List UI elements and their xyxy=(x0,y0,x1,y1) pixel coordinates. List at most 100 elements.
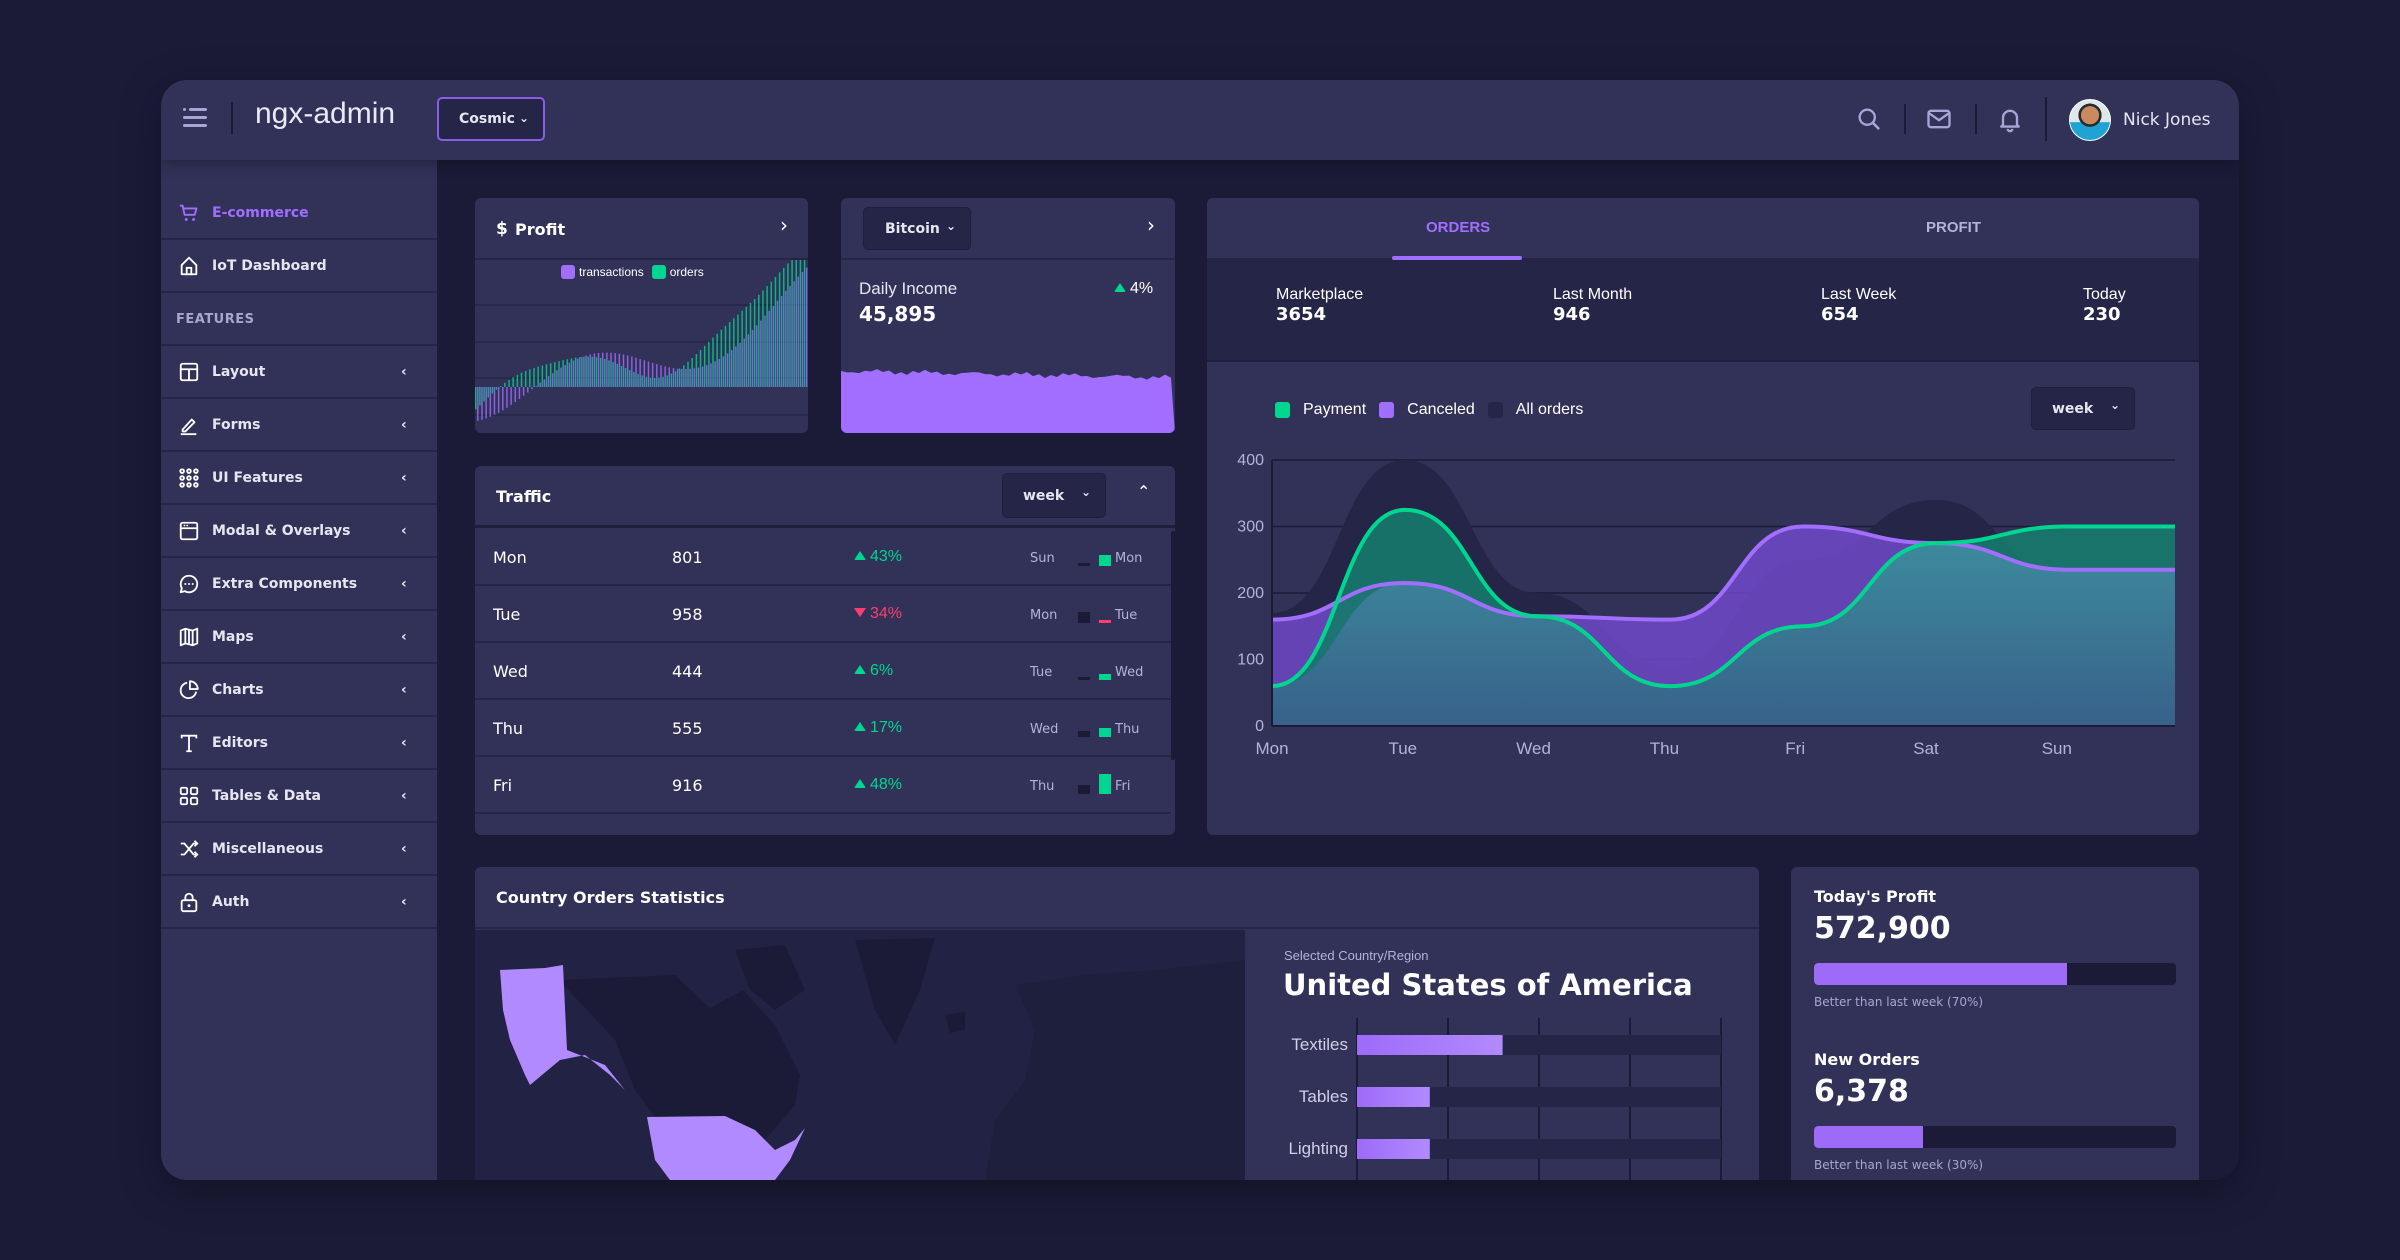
chevron-up-icon[interactable]: ⌃ xyxy=(1137,482,1151,501)
profit-bar xyxy=(570,358,573,387)
chevron-down-icon: ⌄ xyxy=(945,219,956,233)
bar-fill xyxy=(1357,1139,1430,1159)
traffic-delta: 43% xyxy=(854,548,902,566)
traffic-row[interactable]: Mon 801 43% Sun Mon xyxy=(475,531,1171,586)
currency-select[interactable]: Bitcoin ⌄ xyxy=(863,207,971,250)
traffic-prev-day: Sun xyxy=(1030,551,1055,566)
cur-bar xyxy=(1099,774,1111,794)
traffic-value: 444 xyxy=(672,662,703,681)
profit-bar xyxy=(649,377,652,387)
progress-fill xyxy=(1814,963,2068,985)
sidebar-item-auth[interactable]: Auth ‹ xyxy=(161,877,437,929)
sidebar-item-extra-components[interactable]: Extra Components ‹ xyxy=(161,559,437,611)
chevron-left-icon: ‹ xyxy=(401,682,407,698)
income-value: 45,895 xyxy=(859,302,937,326)
profit-bar xyxy=(762,290,764,387)
sidebar-item-label: Layout xyxy=(212,364,266,380)
profit-bar xyxy=(616,363,619,387)
traffic-row[interactable]: Tue 958 34% Mon Tue xyxy=(475,588,1171,643)
avatar[interactable] xyxy=(2069,99,2111,141)
traffic-row[interactable]: Thu 555 17% Wed Thu xyxy=(475,702,1171,757)
sidebar-item-miscellaneous[interactable]: Miscellaneous ‹ xyxy=(161,824,437,876)
traffic-row[interactable] xyxy=(475,816,1171,835)
prev-bar xyxy=(1078,731,1090,737)
profit-bar xyxy=(562,360,564,387)
profit-bar xyxy=(497,387,500,413)
sidebar-item-label: Forms xyxy=(212,417,261,433)
tab-profit[interactable]: PROFIT xyxy=(1926,219,1981,236)
tab-orders[interactable]: ORDERS xyxy=(1426,219,1491,236)
card-title: Country Orders Statistics xyxy=(496,888,725,907)
world-map[interactable] xyxy=(475,930,1245,1180)
profit-bar xyxy=(780,295,783,387)
theme-select[interactable]: Cosmic ⌄ xyxy=(437,97,545,141)
profit-bar xyxy=(647,361,650,387)
map-region-alaska xyxy=(500,965,625,1090)
sidebar-item-editors[interactable]: Editors ‹ xyxy=(161,718,437,770)
stat-value: 230 xyxy=(2083,304,2121,325)
chevron-right-icon[interactable]: › xyxy=(780,213,788,237)
sidebar-item-ui-features[interactable]: UI Features ‹ xyxy=(161,453,437,505)
profit-bar xyxy=(658,377,660,387)
user-menu[interactable]: Nick Jones xyxy=(2069,99,2211,141)
brand-logo[interactable]: ngx-admin xyxy=(255,97,396,130)
mail-icon[interactable] xyxy=(1925,105,1953,133)
arrow-up-icon xyxy=(854,551,866,560)
bar-fill xyxy=(1357,1087,1430,1107)
prev-bar xyxy=(1078,677,1090,680)
x-tick-label: Tue xyxy=(1388,739,1417,758)
traffic-delta: 6% xyxy=(854,662,893,680)
layout-icon xyxy=(179,362,199,382)
scrollbar[interactable] xyxy=(1171,531,1175,760)
sidebar-item-modal-overlays[interactable]: Modal & Overlays ‹ xyxy=(161,506,437,558)
traffic-delta: 17% xyxy=(854,719,902,737)
y-tick-label: 400 xyxy=(1237,452,1264,469)
sidebar-item-e-commerce[interactable]: E-commerce xyxy=(161,188,437,240)
chevron-left-icon: ‹ xyxy=(401,364,407,380)
sidebar-item-maps[interactable]: Maps ‹ xyxy=(161,612,437,664)
chevron-left-icon: ‹ xyxy=(401,894,407,910)
card-header: Country Orders Statistics xyxy=(475,867,1759,929)
chevron-left-icon: ‹ xyxy=(401,735,407,751)
profit-bar xyxy=(612,362,614,387)
profit-bar xyxy=(741,310,743,387)
profit-bar xyxy=(681,368,683,387)
period-select[interactable]: week ⌄ xyxy=(1002,473,1106,518)
sidebar-item-label: Tables & Data xyxy=(212,788,322,804)
progress-fill xyxy=(1814,1126,1923,1148)
profit-bar xyxy=(674,371,677,387)
world-map-svg xyxy=(500,938,1245,1180)
sidebar: E-commerce IoT Dashboard FEATURES Layout… xyxy=(161,160,437,1180)
profit-bar xyxy=(660,365,662,387)
legend-swatch xyxy=(1275,402,1290,418)
traffic-row[interactable]: Fri 916 48% Thu Fri xyxy=(475,759,1171,814)
sidebar-item-forms[interactable]: Forms ‹ xyxy=(161,400,437,452)
sidebar-item-layout[interactable]: Layout ‹ xyxy=(161,347,437,399)
chart-period-select[interactable]: week ⌄ xyxy=(2031,387,2135,430)
chevron-left-icon: ‹ xyxy=(401,417,407,433)
bell-icon[interactable] xyxy=(1996,105,2024,133)
sidebar-item-tables-data[interactable]: Tables & Data ‹ xyxy=(161,771,437,823)
sidebar-item-iot-dashboard[interactable]: IoT Dashboard xyxy=(161,241,437,293)
y-tick-label: 200 xyxy=(1237,585,1264,602)
profit-bar xyxy=(560,367,562,387)
sidebar-item-charts[interactable]: Charts ‹ xyxy=(161,665,437,717)
profit-bar xyxy=(737,314,739,387)
traffic-row[interactable]: Wed 444 6% Tue Wed xyxy=(475,645,1171,700)
profit-bar xyxy=(645,376,648,387)
profit-bar xyxy=(666,375,668,387)
chevron-right-icon[interactable]: › xyxy=(1147,213,1155,237)
menu-icon[interactable] xyxy=(183,108,207,128)
profit-bar xyxy=(772,305,775,387)
profit-bar xyxy=(712,337,714,387)
profit-bar xyxy=(701,366,704,387)
profit-bar xyxy=(785,290,787,387)
profit-bar xyxy=(601,352,604,387)
bar-label: Tables xyxy=(1299,1087,1348,1106)
profit-bar xyxy=(512,377,514,387)
profit-bar xyxy=(633,372,635,387)
stat-marketplace: Marketplace 3654 xyxy=(1276,286,1363,325)
search-icon[interactable] xyxy=(1855,105,1883,133)
orders-area-chart: 0 100 200 300 400 Mon Tue Wed Thu Fri Sat Sun xyxy=(1237,452,2175,758)
card-header: $ Profit › xyxy=(475,198,808,260)
